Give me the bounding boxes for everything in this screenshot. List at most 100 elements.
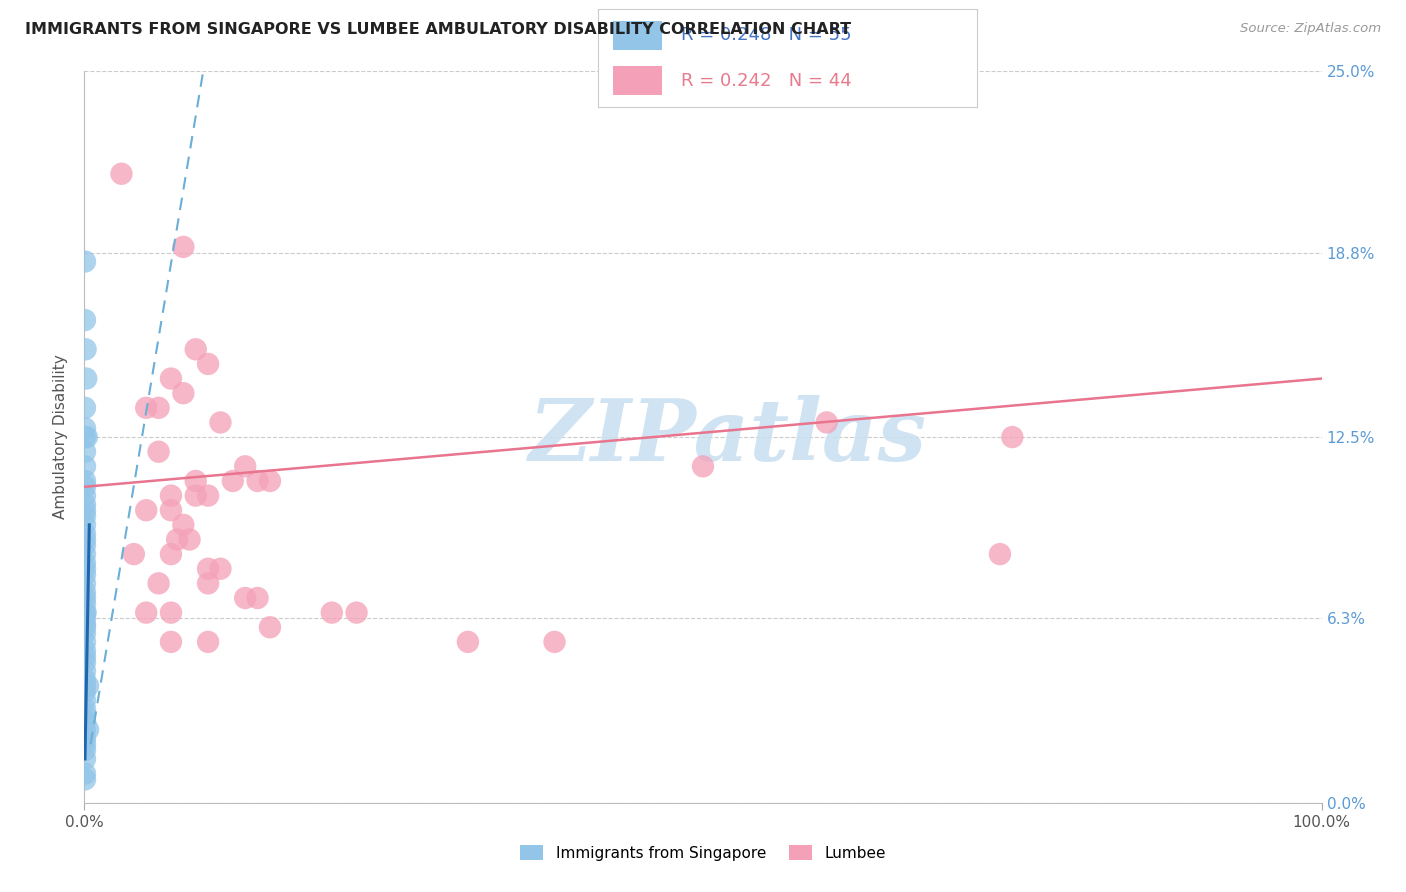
Point [73,737,96,751]
Point [73,556,96,570]
Point [73,401,96,415]
Point [246,591,269,605]
FancyBboxPatch shape [613,66,662,95]
Point [122,547,145,561]
Point [815,416,838,430]
Point [73,430,96,444]
Point [148,576,170,591]
Point [346,606,368,620]
Point [246,474,269,488]
Point [148,444,170,458]
Point [73,656,96,670]
Point [73,480,96,494]
Point [160,547,183,561]
Point [543,635,565,649]
Point [73,693,96,707]
Point [73,620,96,634]
Point [73,597,96,611]
Point [73,743,96,757]
Point [73,679,96,693]
Legend: Immigrants from Singapore, Lumbee: Immigrants from Singapore, Lumbee [513,837,893,868]
Point [233,591,256,605]
Point [222,474,245,488]
Text: ZIPatlas: ZIPatlas [529,395,927,479]
Point [73,649,96,664]
Point [259,474,281,488]
Point [197,635,219,649]
Point [209,416,232,430]
Point [160,503,183,517]
Point [135,401,157,415]
Point [73,673,96,687]
Point [1001,430,1024,444]
Point [209,562,232,576]
Point [73,421,96,435]
Point [73,509,96,524]
Point [233,459,256,474]
Point [172,517,194,532]
Point [73,731,96,746]
Point [73,635,96,649]
Point [73,489,96,503]
FancyBboxPatch shape [613,21,662,50]
Point [73,772,96,787]
Point [197,357,219,371]
Point [73,547,96,561]
Point [73,576,96,591]
Point [135,606,157,620]
Point [73,517,96,532]
Point [135,503,157,517]
Point [73,444,96,458]
Point [73,684,96,698]
Point [73,474,96,488]
Point [73,702,96,716]
Point [73,752,96,766]
Point [77,723,100,737]
Point [172,240,194,254]
Text: R = 0.242   N = 44: R = 0.242 N = 44 [681,71,852,89]
Text: R = 0.248   N = 55: R = 0.248 N = 55 [681,27,852,45]
Point [692,459,714,474]
Point [179,533,201,547]
Point [172,386,194,401]
Point [73,533,96,547]
Point [73,714,96,728]
Point [73,643,96,657]
Point [75,606,97,620]
Point [988,547,1011,561]
Point [73,497,96,511]
Text: Source: ZipAtlas.com: Source: ZipAtlas.com [1240,22,1381,36]
Point [73,723,96,737]
Point [73,538,96,552]
Point [160,489,183,503]
Point [166,533,188,547]
Point [73,708,96,723]
Point [73,611,96,625]
Point [73,766,96,780]
Point [321,606,343,620]
Point [160,635,183,649]
Point [73,585,96,599]
Point [197,489,219,503]
Point [73,459,96,474]
Point [73,562,96,576]
Point [197,576,219,591]
Point [73,567,96,582]
Point [73,503,96,517]
Point [73,526,96,541]
Point [76,430,98,444]
Point [73,626,96,640]
Point [184,489,207,503]
Point [73,254,96,268]
Point [197,562,219,576]
Point [160,606,183,620]
Point [259,620,281,634]
Point [184,474,207,488]
Text: IMMIGRANTS FROM SINGAPORE VS LUMBEE AMBULATORY DISABILITY CORRELATION CHART: IMMIGRANTS FROM SINGAPORE VS LUMBEE AMBU… [25,22,852,37]
Y-axis label: Ambulatory Disability: Ambulatory Disability [53,355,69,519]
Point [73,606,96,620]
Point [73,664,96,678]
Point [148,401,170,415]
Point [73,591,96,605]
Point [110,167,132,181]
